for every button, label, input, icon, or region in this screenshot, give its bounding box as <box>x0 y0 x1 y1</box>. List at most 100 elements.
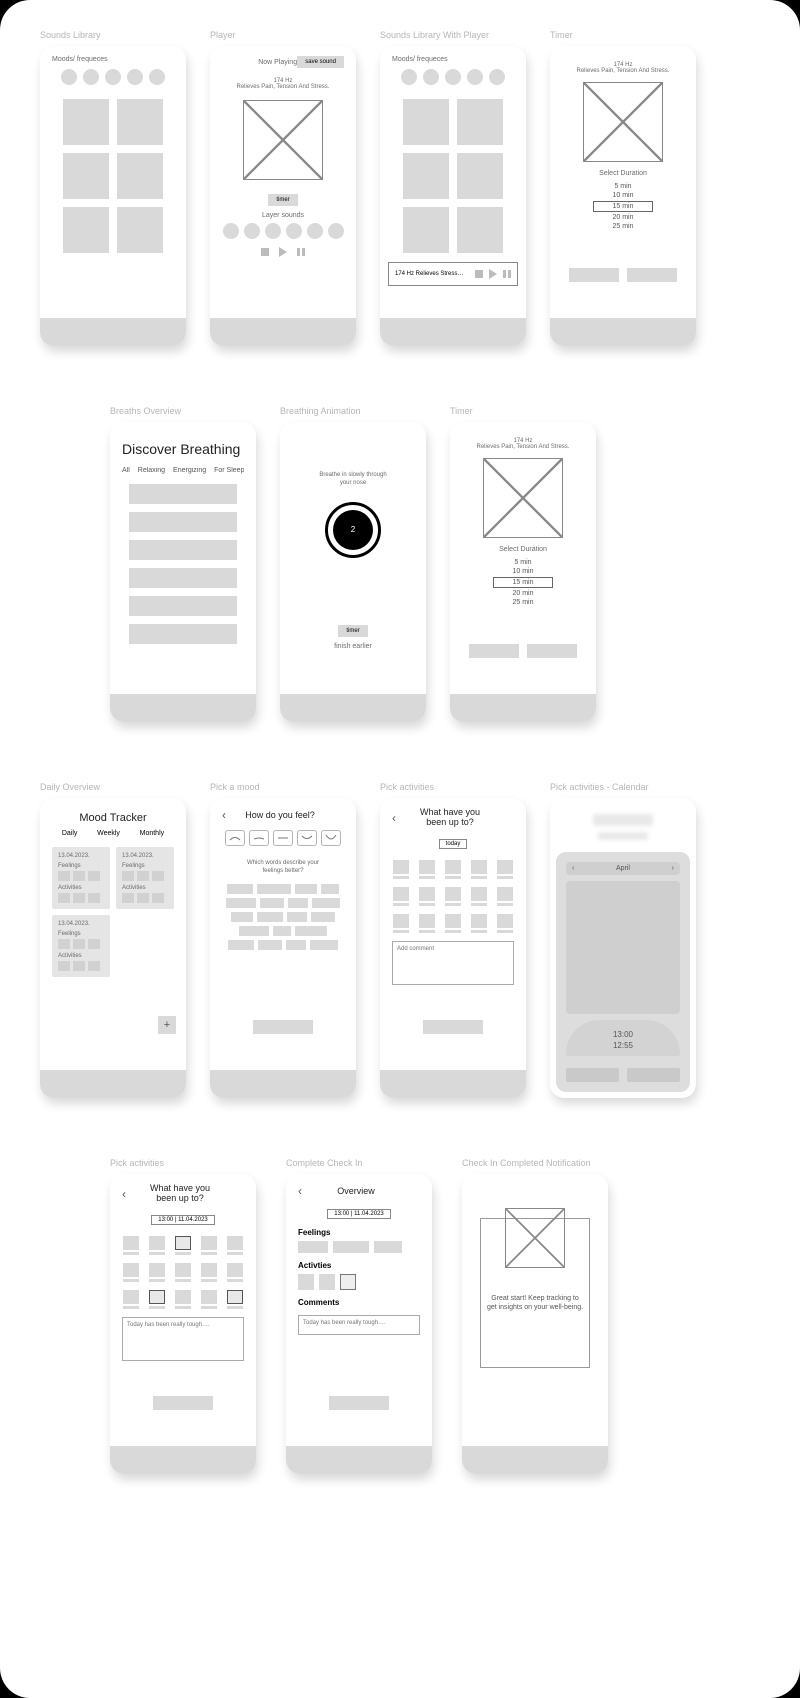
continue-button[interactable] <box>253 1020 313 1034</box>
mood-face-good[interactable] <box>297 830 317 846</box>
activity-item[interactable] <box>393 914 409 933</box>
activity-item[interactable] <box>175 1263 191 1282</box>
list-item[interactable] <box>129 540 237 560</box>
feeling-chip[interactable] <box>288 898 308 908</box>
mood-item[interactable] <box>401 69 417 85</box>
pause-icon[interactable] <box>297 248 305 256</box>
mood-card[interactable]: 13.04.2023. Feelings Activities <box>52 847 110 909</box>
sound-item[interactable] <box>63 153 109 199</box>
tab-all[interactable]: All <box>122 467 130 474</box>
mood-item[interactable] <box>445 69 461 85</box>
feeling-chip[interactable] <box>295 884 317 894</box>
activity-item[interactable] <box>471 860 487 879</box>
feeling-chip[interactable] <box>312 898 340 908</box>
today-pill[interactable]: today <box>439 839 468 849</box>
activity-item[interactable] <box>201 1290 217 1309</box>
mood-item[interactable] <box>423 69 439 85</box>
activity-item[interactable] <box>123 1290 139 1309</box>
list-item[interactable] <box>129 512 237 532</box>
mood-item[interactable] <box>105 69 121 85</box>
tab-relaxing[interactable]: Relaxing <box>138 467 165 474</box>
activity-item[interactable] <box>393 887 409 906</box>
activity-item[interactable] <box>123 1263 139 1282</box>
sound-item[interactable] <box>117 153 163 199</box>
feeling-chip[interactable] <box>257 884 291 894</box>
mood-card[interactable]: 13.04.2023. Feelings Activities <box>116 847 174 909</box>
duration-option[interactable]: 20 min <box>512 590 533 597</box>
sound-item[interactable] <box>457 99 503 145</box>
pause-icon[interactable] <box>503 270 511 278</box>
activity-item[interactable] <box>445 860 461 879</box>
time-option[interactable]: 13:00 <box>613 1030 633 1039</box>
activity-item-selected[interactable] <box>175 1236 191 1255</box>
prev-month-icon[interactable]: ‹ <box>572 865 574 872</box>
duration-option[interactable]: 20 min <box>612 214 633 221</box>
activity-item[interactable] <box>497 887 513 906</box>
feeling-chip[interactable] <box>321 884 339 894</box>
activity-item[interactable] <box>123 1236 139 1255</box>
activity-item[interactable] <box>471 887 487 906</box>
calendar-grid[interactable] <box>566 881 680 1014</box>
feeling-chip[interactable] <box>258 940 282 950</box>
duration-option[interactable]: 10 min <box>512 568 533 575</box>
feeling-chip[interactable] <box>287 912 307 922</box>
feeling-chip[interactable] <box>310 940 338 950</box>
mood-item[interactable] <box>489 69 505 85</box>
activity-item[interactable] <box>175 1290 191 1309</box>
play-icon[interactable] <box>279 247 287 257</box>
sound-item[interactable] <box>117 99 163 145</box>
tab-daily[interactable]: Daily <box>62 830 78 837</box>
activity-item-selected[interactable] <box>227 1290 243 1309</box>
stop-icon[interactable] <box>475 270 483 278</box>
secondary-button[interactable] <box>469 644 519 658</box>
sound-item[interactable] <box>63 99 109 145</box>
datetime-pill[interactable]: 13:00 | 11.04.2023 <box>151 1215 215 1225</box>
activity-item[interactable] <box>445 914 461 933</box>
sound-item[interactable] <box>403 207 449 253</box>
comment-input[interactable]: Add comment <box>392 941 514 985</box>
feeling-chip[interactable] <box>228 940 254 950</box>
tab-for-sleep[interactable]: For Sleep <box>214 467 244 474</box>
mood-card[interactable]: 13.04.2023. Feelings Activities <box>52 915 110 977</box>
feeling-chip[interactable] <box>227 884 253 894</box>
layer-sound-item[interactable] <box>328 223 344 239</box>
duration-option[interactable]: 25 min <box>512 599 533 606</box>
duration-option[interactable]: 25 min <box>612 223 633 230</box>
finish-earlier-link[interactable]: finish earlier <box>280 643 426 650</box>
activity-item-selected[interactable] <box>149 1290 165 1309</box>
stop-icon[interactable] <box>261 248 269 256</box>
back-icon[interactable]: ‹ <box>298 1184 302 1198</box>
secondary-button[interactable] <box>569 268 619 282</box>
activity-item[interactable] <box>201 1236 217 1255</box>
timer-button[interactable]: timer <box>268 194 297 206</box>
feeling-chip[interactable] <box>239 926 269 936</box>
mood-item[interactable] <box>127 69 143 85</box>
tab-monthly[interactable]: Monthly <box>140 830 165 837</box>
comment-input[interactable]: Today has been really tough…. <box>122 1317 244 1361</box>
feeling-chip[interactable] <box>226 898 256 908</box>
mini-player[interactable]: 174 Hz Relieves Stress… <box>388 262 518 286</box>
layer-sound-item[interactable] <box>265 223 281 239</box>
activity-item[interactable] <box>419 914 435 933</box>
activity-item[interactable] <box>227 1236 243 1255</box>
mood-face-sad[interactable] <box>225 830 245 846</box>
activity-item[interactable] <box>149 1263 165 1282</box>
layer-sound-item[interactable] <box>286 223 302 239</box>
mood-face-flat1[interactable] <box>249 830 269 846</box>
feeling-chip[interactable] <box>295 926 327 936</box>
primary-button[interactable] <box>527 644 577 658</box>
feeling-chip[interactable] <box>257 912 283 922</box>
activity-item[interactable] <box>201 1263 217 1282</box>
save-sound-button[interactable]: save sound <box>297 56 344 68</box>
list-item[interactable] <box>129 596 237 616</box>
sound-item[interactable] <box>117 207 163 253</box>
continue-button[interactable] <box>423 1020 483 1034</box>
layer-sound-item[interactable] <box>244 223 260 239</box>
tab-energizing[interactable]: Energizing <box>173 467 206 474</box>
layer-sound-item[interactable] <box>223 223 239 239</box>
sound-item[interactable] <box>403 99 449 145</box>
duration-option-selected[interactable]: 15 min <box>493 577 552 588</box>
activity-item[interactable] <box>393 860 409 879</box>
save-button[interactable] <box>329 1396 389 1410</box>
next-month-icon[interactable]: › <box>672 865 674 872</box>
